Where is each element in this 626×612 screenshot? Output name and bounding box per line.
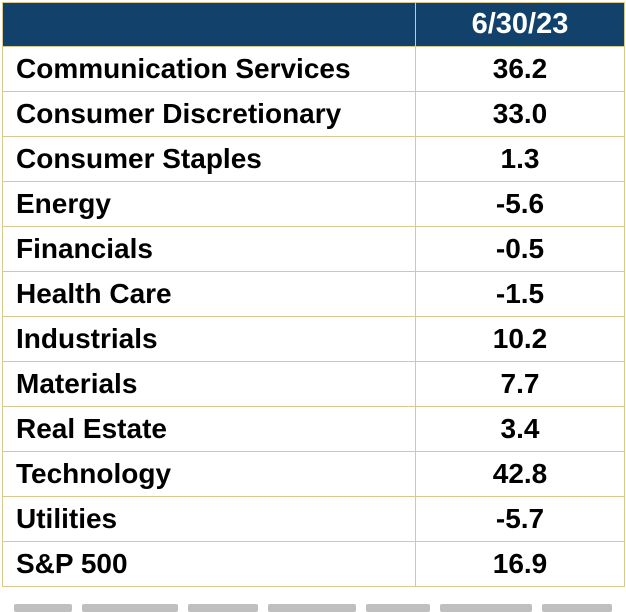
table-row: Health Care -1.5 [2,271,625,317]
table-row: Consumer Staples 1.3 [2,136,625,182]
header-label-cell [2,2,416,47]
table-row: Financials -0.5 [2,226,625,272]
row-label: Consumer Staples [2,136,416,182]
row-value: 36.2 [415,46,625,92]
row-label: S&P 500 [2,541,416,587]
row-label: Health Care [2,271,416,317]
row-value: -1.5 [415,271,625,317]
table-row: Consumer Discretionary 33.0 [2,91,625,137]
row-value: 7.7 [415,361,625,407]
table-row: Communication Services 36.2 [2,46,625,92]
row-label: Energy [2,181,416,227]
row-value: 3.4 [415,406,625,452]
table-row: Materials 7.7 [2,361,625,407]
row-value: 42.8 [415,451,625,497]
row-value: -5.7 [415,496,625,542]
row-value: 33.0 [415,91,625,137]
row-value: 16.9 [415,541,625,587]
row-label: Communication Services [2,46,416,92]
header-date-cell: 6/30/23 [415,2,625,47]
row-label: Real Estate [2,406,416,452]
table-row: Technology 42.8 [2,451,625,497]
table-row: Real Estate 3.4 [2,406,625,452]
row-label: Financials [2,226,416,272]
table-row-total: S&P 500 16.9 [2,541,625,587]
table-header-row: 6/30/23 [2,2,625,47]
row-label: Materials [2,361,416,407]
row-value: -5.6 [415,181,625,227]
row-value: 1.3 [415,136,625,182]
row-label: Technology [2,451,416,497]
sector-table: 6/30/23 Communication Services 36.2 Cons… [2,2,625,587]
row-value: -0.5 [415,226,625,272]
row-value: 10.2 [415,316,625,362]
table-row: Industrials 10.2 [2,316,625,362]
row-label: Consumer Discretionary [2,91,416,137]
table-row: Energy -5.6 [2,181,625,227]
cropped-footnote-text [0,600,626,612]
row-label: Utilities [2,496,416,542]
sector-table-container: 6/30/23 Communication Services 36.2 Cons… [2,2,625,587]
table-row: Utilities -5.7 [2,496,625,542]
row-label: Industrials [2,316,416,362]
